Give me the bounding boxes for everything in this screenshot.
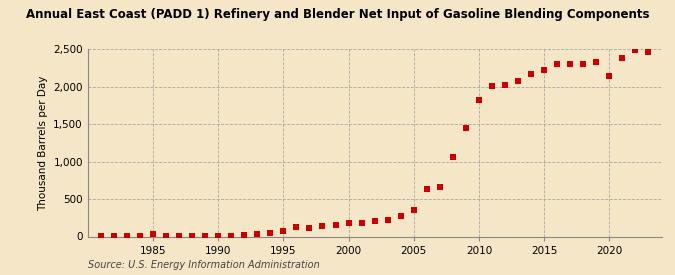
Point [565,62,576,66]
Point [551,62,562,67]
Text: Annual East Coast (PADD 1) Refinery and Blender Net Input of Gasoline Blending C: Annual East Coast (PADD 1) Refinery and … [26,8,649,21]
Point [161,234,171,238]
Point [187,234,198,238]
Point [435,185,446,189]
Point [408,207,419,212]
Point [265,230,275,235]
Point [500,83,510,87]
Point [109,233,119,238]
Point [148,232,159,236]
Point [396,213,406,218]
Point [134,233,145,238]
Point [356,221,367,225]
Point [643,50,654,55]
Point [343,221,354,226]
Point [122,234,132,238]
Point [304,226,315,230]
Point [317,224,328,228]
Point [617,56,628,60]
Text: Source: U.S. Energy Information Administration: Source: U.S. Energy Information Administ… [88,260,319,270]
Point [578,62,589,66]
Point [291,225,302,229]
Point [213,234,223,238]
Point [460,126,471,130]
Point [226,233,237,238]
Point [630,48,641,53]
Point [369,219,380,223]
Point [200,234,211,238]
Point [252,232,263,236]
Point [474,98,485,103]
Point [448,155,458,160]
Point [487,84,497,88]
Point [513,79,524,83]
Point [278,228,289,233]
Point [526,72,537,76]
Point [173,234,184,238]
Point [382,218,393,222]
Point [239,233,250,237]
Point [604,74,615,79]
Point [421,187,432,191]
Point [95,234,106,238]
Y-axis label: Thousand Barrels per Day: Thousand Barrels per Day [38,75,48,211]
Point [591,60,601,64]
Point [330,223,341,227]
Point [539,68,549,73]
